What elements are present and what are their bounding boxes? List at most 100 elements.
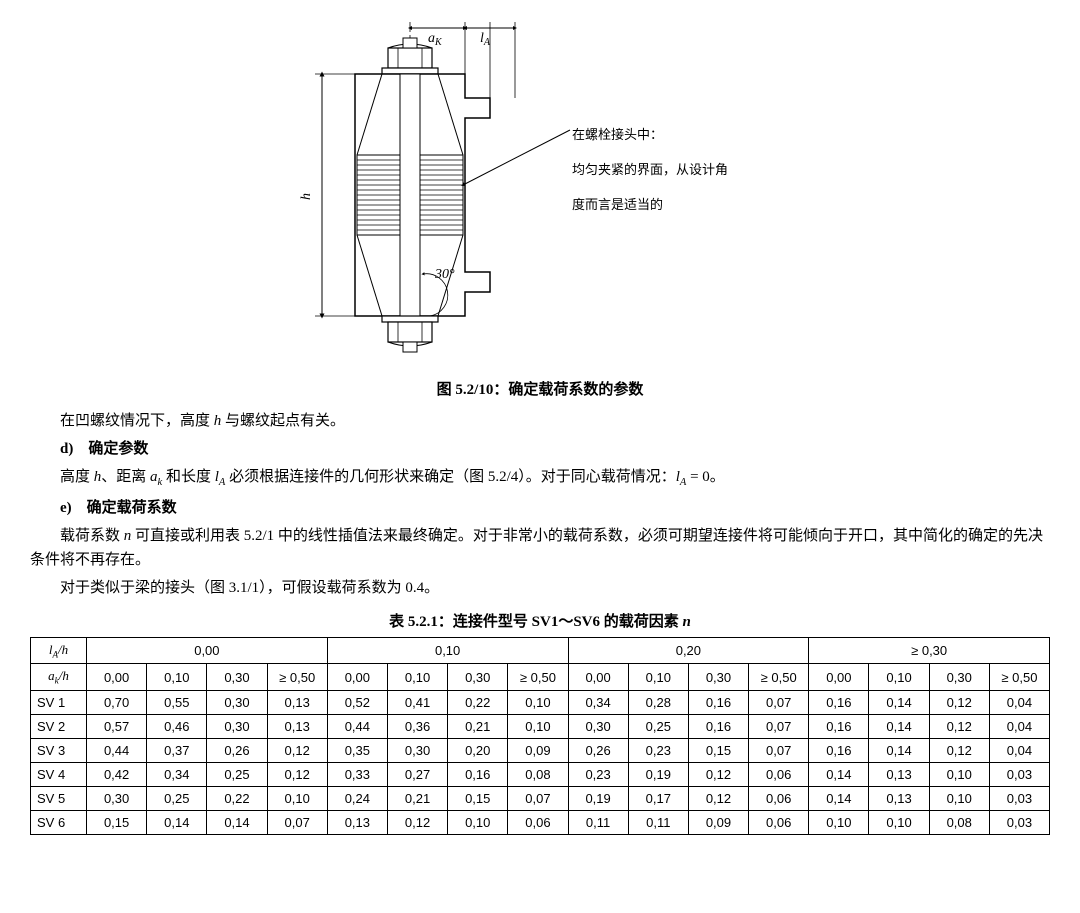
table-cell: 0,52 [327,690,387,714]
table-cell: 0,16 [688,690,748,714]
table-cell: 0,04 [989,738,1049,762]
table-cell: 0,07 [749,738,809,762]
subhead: ≥ 0,50 [508,664,568,691]
figure-caption: 图 5.2/10：确定载荷系数的参数 [30,378,1050,399]
table-row: SV 50,300,250,220,100,240,210,150,070,19… [31,786,1050,810]
table-cell: 0,35 [327,738,387,762]
table-cell: 0,06 [749,762,809,786]
table-cell: 0,12 [929,714,989,738]
table-caption: 表 5.2.1：连接件型号 SV1～SV6 的载荷因素 n [30,610,1050,631]
table-cell: 0,07 [267,810,327,834]
table-row: SV 60,150,140,140,070,130,120,100,060,11… [31,810,1050,834]
table-cell: 0,44 [87,738,147,762]
table-cell: 0,34 [147,762,207,786]
figure-5-2-10: 30° h aK lA 在螺栓接头中： 均匀夹紧的界面，从设计角 度而言是适当的 [260,20,820,370]
table-cell: 0,13 [267,714,327,738]
table-cell: 0,37 [147,738,207,762]
table-cell: 0,12 [688,762,748,786]
table-cell: 0,21 [448,714,508,738]
table-cell: 0,04 [989,714,1049,738]
row-label: SV 5 [31,786,87,810]
table-cell: 0,12 [387,810,447,834]
table-cell: 0,46 [147,714,207,738]
figure-annotation-line3: 度而言是适当的 [572,197,663,212]
subhead: 0,10 [628,664,688,691]
table-cell: 0,57 [87,714,147,738]
table-cell: 0,16 [809,714,869,738]
subhead: 0,10 [387,664,447,691]
table-cell: 0,22 [448,690,508,714]
table-cell: 0,30 [207,714,267,738]
subhead: 0,30 [929,664,989,691]
subhead: ≥ 0,50 [989,664,1049,691]
table-cell: 0,15 [87,810,147,834]
table-cell: 0,21 [387,786,447,810]
corner-la-over-h: lA/h [31,637,87,664]
table-cell: 0,27 [387,762,447,786]
table-cell: 0,14 [869,738,929,762]
table-cell: 0,25 [207,762,267,786]
table-cell: 0,15 [688,738,748,762]
row-label: SV 2 [31,714,87,738]
table-cell: 0,04 [989,690,1049,714]
table-row: SV 30,440,370,260,120,350,300,200,090,26… [31,738,1050,762]
table-cell: 0,07 [749,690,809,714]
table-cell: 0,14 [809,762,869,786]
table-cell: 0,70 [87,690,147,714]
table-cell: 0,08 [508,762,568,786]
table-cell: 0,42 [87,762,147,786]
table-cell: 0,10 [267,786,327,810]
subhead: 0,00 [809,664,869,691]
table-cell: 0,36 [387,714,447,738]
row-label: SV 1 [31,690,87,714]
para-recessed-thread: 在凹螺纹情况下，高度 h 与螺纹起点有关。 [30,409,1050,433]
table-cell: 0,03 [989,810,1049,834]
table-cell: 0,12 [929,690,989,714]
dim-la-label: lA [480,31,491,48]
group-1: 0,10 [327,637,568,664]
table-cell: 0,55 [147,690,207,714]
table-cell: 0,20 [448,738,508,762]
table-cell: 0,10 [809,810,869,834]
table-cell: 0,26 [207,738,267,762]
table-cell: 0,10 [508,714,568,738]
table-cell: 0,13 [869,762,929,786]
table-cell: 0,12 [688,786,748,810]
table-row: SV 20,570,460,300,130,440,360,210,100,30… [31,714,1050,738]
table-cell: 0,30 [207,690,267,714]
subhead: 0,10 [147,664,207,691]
table-cell: 0,17 [628,786,688,810]
subhead: 0,30 [207,664,267,691]
angle-label: 30° [434,267,455,282]
figure-annotation: 在螺栓接头中： 均匀夹紧的界面，从设计角 度而言是适当的 [572,108,802,213]
table-cell: 0,19 [568,786,628,810]
table-cell: 0,13 [327,810,387,834]
figure-annotation-line2: 均匀夹紧的界面，从设计角 [572,162,728,177]
table-cell: 0,14 [869,690,929,714]
table-cell: 0,13 [869,786,929,810]
table-cell: 0,25 [628,714,688,738]
item-d-heading: d) 确定参数 [60,437,1050,461]
table-cell: 0,10 [448,810,508,834]
table-cell: 0,41 [387,690,447,714]
table-cell: 0,14 [869,714,929,738]
subhead: 0,00 [87,664,147,691]
table-cell: 0,03 [989,786,1049,810]
table-cell: 0,30 [87,786,147,810]
table-cell: 0,10 [508,690,568,714]
para-e-3: 对于类似于梁的接头（图 3.1/1），可假设载荷系数为 0.4。 [30,576,1050,600]
row-label: SV 4 [31,762,87,786]
table-cell: 0,16 [809,690,869,714]
table-cell: 0,22 [207,786,267,810]
table-cell: 0,07 [508,786,568,810]
subhead: 0,00 [568,664,628,691]
table-cell: 0,10 [869,810,929,834]
subhead: 0,30 [688,664,748,691]
table-cell: 0,06 [749,810,809,834]
table-cell: 0,09 [688,810,748,834]
table-cell: 0,12 [267,738,327,762]
table-cell: 0,14 [147,810,207,834]
table-cell: 0,23 [568,762,628,786]
table-cell: 0,26 [568,738,628,762]
load-factor-table: lA/h 0,00 0,10 0,20 ≥ 0,30 ak/h 0,00 0,1… [30,637,1050,835]
